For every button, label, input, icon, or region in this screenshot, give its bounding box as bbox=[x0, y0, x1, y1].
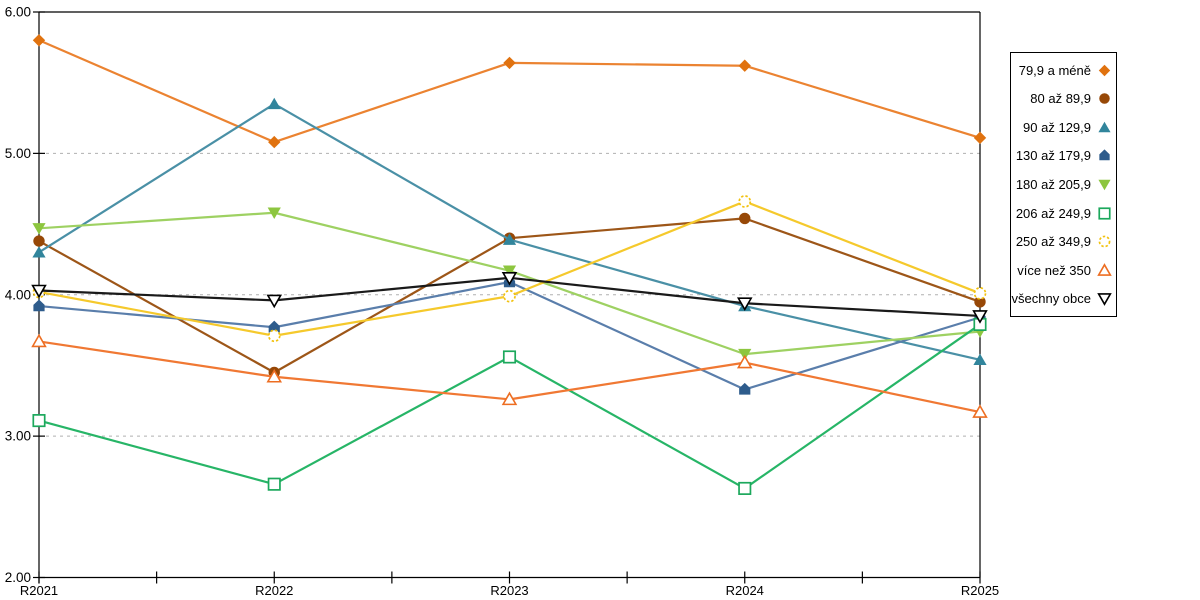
series-line bbox=[37, 39, 982, 144]
series-line bbox=[37, 323, 982, 490]
series-90-a-129-9 bbox=[32, 97, 987, 365]
series-marker-circle-open-dashed bbox=[738, 195, 752, 208]
legend-marker-circle-open-dashed bbox=[1098, 235, 1111, 248]
series-180-a-205-9 bbox=[32, 207, 987, 361]
chart-legend: 79,9 a méně 80 až 89,9 90 až 129,9 130 až 1… bbox=[1010, 52, 1117, 317]
series-marker-circle-filled bbox=[1099, 93, 1110, 105]
x-axis-tick-label: R2022 bbox=[255, 583, 293, 598]
series-marker-triangle-up-open bbox=[501, 391, 518, 406]
legend-marker-triangle-down-filled bbox=[1098, 179, 1111, 191]
series-marker-triangle-down-filled bbox=[1098, 179, 1111, 191]
series-marker-triangle-up-filled bbox=[973, 353, 987, 365]
series-marker-triangle-up-filled bbox=[267, 97, 281, 110]
series-marker-triangle-up-open bbox=[266, 368, 283, 383]
series-marker-diamond-filled bbox=[1098, 64, 1111, 76]
legend-marker-circle-filled bbox=[1099, 93, 1110, 105]
series-250-a-349-9 bbox=[32, 195, 987, 343]
series-marker-square-open bbox=[738, 481, 752, 495]
legend-marker-diamond-filled bbox=[1098, 64, 1111, 76]
legend-marker-pentagon-filled bbox=[1099, 149, 1110, 161]
series-marker-triangle-down-filled bbox=[32, 223, 46, 235]
series-marker-triangle-down-open bbox=[266, 294, 283, 309]
legend-item-label: 79,9 a méně bbox=[1018, 62, 1091, 78]
legend-item: 80 až 89,9 bbox=[1011, 90, 1116, 107]
legend-item-label: 250 až 349,9 bbox=[1015, 234, 1091, 250]
series-marker-pentagon-filled bbox=[739, 382, 751, 395]
series-marker-triangle-down-open bbox=[972, 310, 988, 324]
legend-item: 250 až 349,9 bbox=[1011, 233, 1116, 250]
series-206-a-249-9 bbox=[32, 317, 987, 495]
series-marker-circle-filled bbox=[739, 212, 751, 225]
legend-item-label: 90 až 129,9 bbox=[1023, 119, 1091, 135]
legend-item-label: více než 350 bbox=[1017, 262, 1091, 278]
series-marker-triangle-up-filled bbox=[1098, 121, 1111, 133]
legend-item: 79,9 a méně bbox=[1011, 62, 1116, 79]
series-marker-square-open bbox=[267, 477, 281, 491]
series-marker-diamond-filled bbox=[738, 59, 751, 72]
legend-marker-triangle-up-filled bbox=[1098, 121, 1111, 133]
y-axis-tick-label: 4.00 bbox=[5, 287, 31, 302]
series-marker-square-open bbox=[32, 414, 46, 428]
x-axis-tick-label: R2024 bbox=[726, 583, 764, 598]
series-marker-triangle-up-open bbox=[1097, 262, 1112, 276]
series-marker-triangle-up-open bbox=[972, 404, 988, 418]
legend-item-label: 206 až 249,9 bbox=[1015, 205, 1091, 221]
series-marker-pentagon-filled bbox=[33, 299, 45, 312]
series-marker-triangle-down-filled bbox=[502, 265, 517, 277]
legend-item: 90 až 129,9 bbox=[1011, 119, 1116, 136]
series-marker-triangle-up-filled bbox=[502, 233, 517, 245]
legend-marker-square-open bbox=[1098, 206, 1111, 220]
series-79-9-a-m-n- bbox=[32, 34, 987, 149]
series-v-echny-obce bbox=[31, 271, 988, 324]
y-axis-tick-label: 5.00 bbox=[5, 146, 31, 161]
legend-marker-triangle-up-open bbox=[1097, 262, 1112, 276]
series-marker-triangle-down-open bbox=[1097, 293, 1112, 306]
series-marker-triangle-up-filled bbox=[32, 246, 46, 258]
series-marker-circle-open-dashed bbox=[267, 329, 281, 343]
x-axis-tick-label: R2023 bbox=[490, 583, 528, 598]
series-marker-triangle-down-filled bbox=[267, 207, 281, 219]
x-axis-tick-label: R2021 bbox=[20, 583, 58, 598]
series-marker-circle-open-dashed bbox=[503, 289, 516, 303]
legend-item: 180 až 205,9 bbox=[1011, 176, 1116, 193]
legend-item-label: všechny obce bbox=[1011, 291, 1092, 307]
legend-item: 206 až 249,9 bbox=[1011, 205, 1116, 222]
series-marker-diamond-filled bbox=[503, 56, 516, 70]
series-marker-pentagon-filled bbox=[268, 320, 280, 333]
series-marker-pentagon-filled bbox=[1099, 149, 1110, 161]
series-marker-circle-open-dashed bbox=[1098, 235, 1111, 248]
series-v-ce-ne-350 bbox=[31, 333, 988, 418]
series-marker-triangle-down-open bbox=[501, 271, 518, 286]
legend-item-label: 130 až 179,9 bbox=[1015, 148, 1091, 164]
series-marker-diamond-filled bbox=[268, 135, 281, 149]
series-marker-square-open bbox=[1098, 206, 1111, 220]
series-marker-triangle-up-open bbox=[31, 333, 47, 348]
series-marker-triangle-down-filled bbox=[738, 348, 752, 361]
legend-item: všechny obce bbox=[1011, 290, 1116, 307]
series-marker-triangle-down-open bbox=[31, 284, 47, 299]
x-axis-tick-label: R2025 bbox=[961, 583, 999, 598]
series-marker-triangle-down-open bbox=[736, 297, 753, 312]
series-line bbox=[37, 102, 982, 361]
y-axis-tick-label: 3.00 bbox=[5, 429, 31, 444]
legend-item: 130 až 179,9 bbox=[1011, 147, 1116, 164]
series-marker-diamond-filled bbox=[973, 131, 987, 145]
series-marker-circle-open-dashed bbox=[973, 286, 987, 300]
series-marker-circle-filled bbox=[33, 235, 45, 247]
legend-item-label: 80 až 89,9 bbox=[1030, 91, 1091, 107]
series-marker-triangle-up-open bbox=[736, 354, 753, 369]
legend-item: více než 350 bbox=[1011, 262, 1116, 279]
legend-item-label: 180 až 205,9 bbox=[1015, 176, 1091, 192]
y-axis-tick-label: 2.00 bbox=[5, 570, 31, 585]
series-marker-diamond-filled bbox=[32, 34, 46, 47]
y-axis-tick-label: 6.00 bbox=[5, 5, 31, 20]
series-marker-square-open bbox=[502, 350, 517, 364]
legend-marker-triangle-down-open bbox=[1097, 293, 1112, 306]
